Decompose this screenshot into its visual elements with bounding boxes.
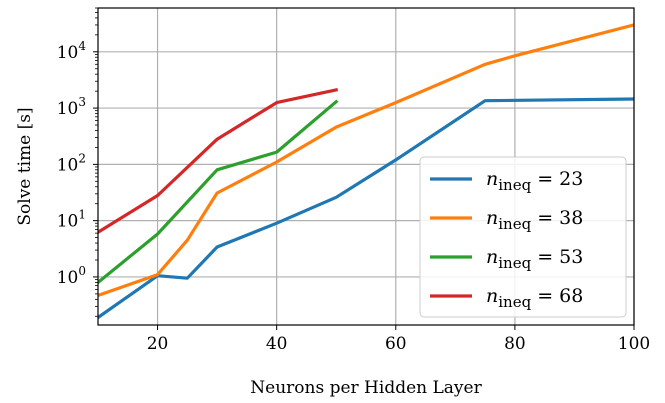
y-axis-label: Solve time [s] bbox=[15, 107, 35, 225]
x-tick-label: 20 bbox=[147, 334, 169, 354]
legend: nineq = 23 nineq = 38 nineq = 53 nineq = 68 bbox=[419, 156, 627, 318]
x-tick-label: 100 bbox=[618, 334, 650, 354]
x-tick-label: 40 bbox=[266, 334, 288, 354]
series-line-1 bbox=[98, 97, 634, 320]
y-tick-label: 102 bbox=[57, 151, 86, 175]
legend-entry: nineq = 23 bbox=[486, 168, 583, 194]
series-line-2 bbox=[98, 23, 634, 298]
legend-entry: nineq = 68 bbox=[486, 285, 583, 311]
series-line-3 bbox=[98, 99, 339, 285]
legend-entry: nineq = 53 bbox=[486, 246, 583, 272]
y-tick-label: 100 bbox=[57, 264, 86, 288]
x-tick-label: 60 bbox=[385, 334, 407, 354]
legend-entry: nineq = 38 bbox=[486, 207, 583, 233]
series-lines bbox=[98, 23, 634, 320]
y-tick-label: 103 bbox=[57, 95, 86, 119]
y-tick-label: 101 bbox=[57, 208, 86, 232]
legend-box bbox=[419, 156, 627, 318]
plot-frame bbox=[97, 7, 635, 326]
x-tick-label: 80 bbox=[504, 334, 526, 354]
x-axis-label: Neurons per Hidden Layer bbox=[250, 378, 482, 398]
series-line-4 bbox=[98, 88, 339, 235]
axis-ticks: 20 40 60 80 100 100 101 102 103 104 bbox=[57, 7, 650, 354]
y-tick-label: 104 bbox=[57, 39, 87, 63]
